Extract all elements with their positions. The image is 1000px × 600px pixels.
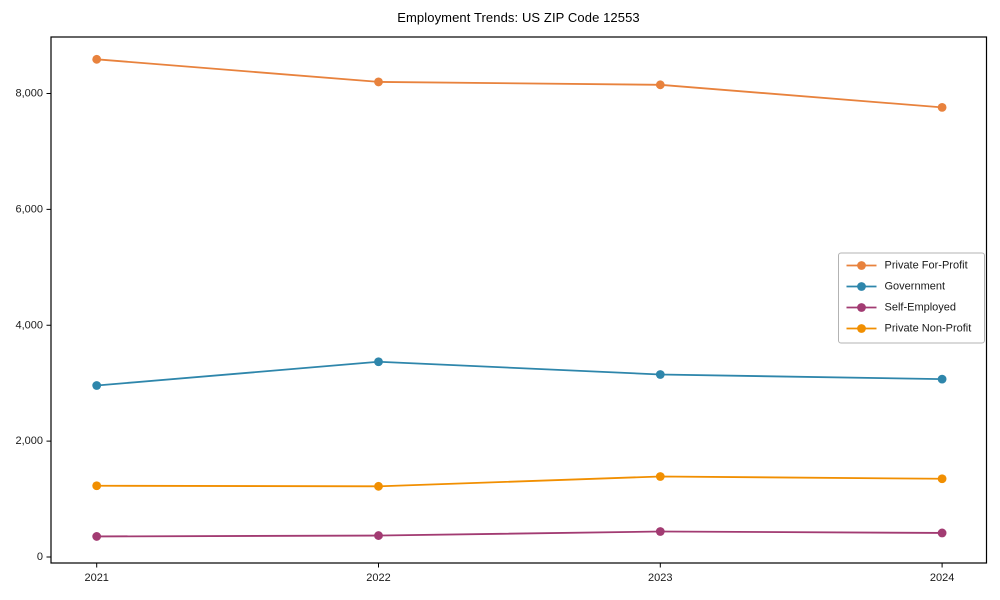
data-point-marker bbox=[92, 481, 102, 491]
data-point-marker bbox=[655, 370, 665, 379]
y-tick-label: 6,000 bbox=[15, 203, 43, 215]
data-point-marker bbox=[92, 381, 102, 390]
x-tick-label: 2021 bbox=[84, 572, 108, 584]
legend-sample-marker bbox=[857, 324, 866, 333]
y-tick-label: 0 bbox=[37, 551, 43, 563]
data-point-marker bbox=[374, 531, 383, 540]
y-tick-label: 8,000 bbox=[15, 88, 43, 100]
data-point-marker bbox=[374, 77, 383, 87]
data-point-marker bbox=[374, 481, 383, 491]
data-point-marker bbox=[92, 532, 102, 541]
data-point-marker bbox=[937, 374, 947, 384]
series-line bbox=[96, 475, 943, 488]
y-tick-label: 4,000 bbox=[15, 319, 43, 331]
y-tick-label: 2,000 bbox=[15, 435, 43, 447]
data-point-marker bbox=[937, 528, 947, 538]
chart-title: Employment Trends: US ZIP Code 12553 bbox=[397, 10, 640, 25]
data-point-marker bbox=[655, 527, 665, 536]
plot-border bbox=[50, 36, 988, 564]
legend-sample-marker bbox=[857, 261, 866, 270]
data-point-marker bbox=[937, 474, 947, 484]
data-point-marker bbox=[374, 357, 383, 367]
legend-sample-marker bbox=[857, 282, 866, 291]
data-point-marker bbox=[92, 54, 102, 64]
data-point-marker bbox=[655, 80, 665, 90]
x-tick-label: 2024 bbox=[930, 572, 954, 584]
x-tick-label: 2023 bbox=[648, 572, 672, 584]
series-line bbox=[96, 360, 943, 387]
legend-label: Government bbox=[885, 281, 946, 293]
legend-sample-marker bbox=[857, 303, 866, 312]
series-line bbox=[96, 530, 943, 538]
legend-label: Self-Employed bbox=[885, 302, 957, 314]
data-point-marker bbox=[937, 103, 947, 112]
legend-label: Private Non-Profit bbox=[885, 323, 972, 335]
legend-label: Private For-Profit bbox=[885, 260, 968, 272]
data-point-marker bbox=[655, 472, 665, 481]
legend-box bbox=[838, 252, 985, 344]
x-tick-label: 2022 bbox=[366, 572, 390, 584]
series-line bbox=[96, 58, 943, 109]
